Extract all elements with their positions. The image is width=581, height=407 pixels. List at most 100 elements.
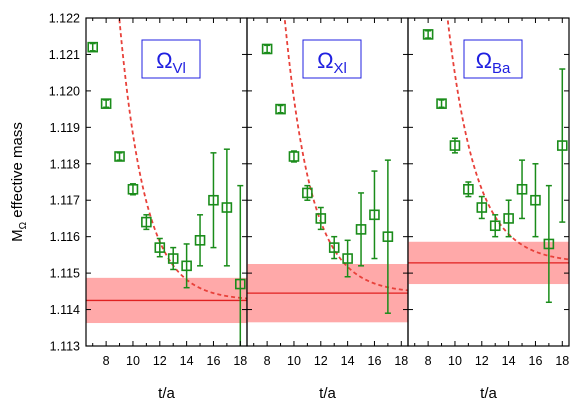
point-marker [449, 140, 461, 151]
point-marker [530, 194, 541, 206]
x-tick-label: 18 [233, 354, 247, 368]
y-tick-label: 1.113 [50, 340, 80, 354]
data-point [288, 150, 300, 163]
x-tick-label: 18 [555, 354, 569, 368]
data-point [355, 192, 367, 267]
x-tick-label: 8 [103, 354, 110, 368]
point-marker [167, 253, 179, 264]
y-tick-label: 1.115 [50, 267, 80, 281]
x-tick-label: 10 [448, 354, 462, 368]
point-marker [154, 242, 166, 253]
point-marker [141, 216, 152, 228]
panel-frame [407, 17, 570, 347]
point-marker [181, 260, 192, 272]
panel-label-main: Ω [476, 48, 492, 73]
data-point [503, 199, 514, 238]
point-marker [221, 202, 233, 213]
y-tick-label: 1.118 [50, 157, 80, 171]
data-point [141, 214, 152, 231]
point-marker [342, 253, 353, 264]
y-axis-label-rest: effective mass [9, 122, 26, 222]
data-point [516, 159, 528, 220]
point-marker [275, 103, 286, 115]
y-tick-label: 1.119 [50, 121, 80, 135]
point-marker [315, 213, 327, 224]
point-marker [422, 29, 434, 40]
data-point [87, 41, 99, 53]
data-point [302, 184, 313, 201]
point-marker [302, 187, 313, 199]
data-point [127, 183, 139, 196]
data-point [221, 148, 233, 267]
data-point [463, 181, 474, 198]
panel-ba: 8 10 12 14 16 18 ΩBa [407, 17, 570, 368]
x-tick-label: 16 [368, 354, 382, 368]
point-marker [476, 202, 488, 213]
data-point [422, 29, 434, 40]
point-marker [208, 194, 219, 206]
x-tick-label: 12 [314, 354, 328, 368]
point-marker [543, 238, 555, 250]
data-point [234, 184, 246, 346]
point-marker [382, 231, 394, 242]
y-axis-label: MΩ effective mass [9, 122, 29, 242]
panel-label-sub: Xl [334, 60, 347, 77]
data-point [275, 103, 286, 115]
panel-ba-xlabel: t/a [480, 385, 497, 402]
x-tick-label: 14 [341, 354, 355, 368]
y-axis-label-main: M [9, 229, 26, 242]
point-marker [328, 242, 340, 253]
panel-label-text: ΩVl [156, 48, 186, 77]
data-point [261, 43, 273, 55]
y-axis-label-sub: Ω [18, 221, 29, 229]
point-marker [369, 209, 380, 221]
point-marker [503, 213, 514, 224]
point-marker [127, 183, 139, 195]
x-tick-label: 16 [529, 354, 543, 368]
point-marker [194, 235, 206, 246]
x-tick-label: 12 [153, 354, 167, 368]
point-marker [234, 278, 246, 290]
fit-curve [118, 18, 247, 300]
point-marker [556, 140, 568, 151]
data-point [328, 235, 340, 260]
point-marker [355, 224, 367, 235]
data-point [154, 237, 166, 258]
data-point [476, 195, 488, 220]
data-point [315, 206, 327, 231]
fit-curve [446, 18, 569, 261]
data-point [114, 151, 125, 162]
x-tick-label: 14 [502, 354, 516, 368]
point-marker [463, 183, 474, 195]
data-point [556, 68, 568, 223]
data-point [530, 163, 541, 238]
data-point [100, 98, 112, 109]
point-marker [436, 98, 447, 109]
y-tick-label: 1.117 [50, 194, 80, 208]
panel-label: ΩVl [141, 39, 201, 79]
panel-plot-area [247, 18, 408, 323]
panel-vl-xlabel: t/a [158, 385, 175, 402]
x-tick-label: 14 [180, 354, 194, 368]
panel-label-sub: Vl [173, 60, 186, 77]
data-point [489, 214, 501, 238]
x-tick-label: 16 [207, 354, 221, 368]
point-marker [114, 151, 125, 162]
data-point [369, 170, 380, 260]
panel-label-text: ΩBa [476, 48, 511, 77]
panel-label: ΩBa [463, 39, 523, 79]
x-tick-label: 18 [394, 354, 408, 368]
x-tick-label: 10 [287, 354, 301, 368]
data-point [181, 243, 192, 289]
y-axis-ticks: 1.113 1.114 1.115 1.116 1.117 1.118 1.119 1.120… [49, 12, 80, 354]
y-tick-label: 1.120 [49, 84, 80, 98]
data-point [449, 137, 461, 154]
data-point [543, 184, 555, 304]
panel-label-main: Ω [317, 48, 333, 73]
point-marker [87, 41, 99, 53]
panel-label-text: ΩXl [317, 48, 347, 77]
data-point [208, 152, 219, 249]
point-marker [261, 43, 273, 55]
panel-xl: 8 10 12 14 16 18 ΩXl [246, 17, 409, 368]
